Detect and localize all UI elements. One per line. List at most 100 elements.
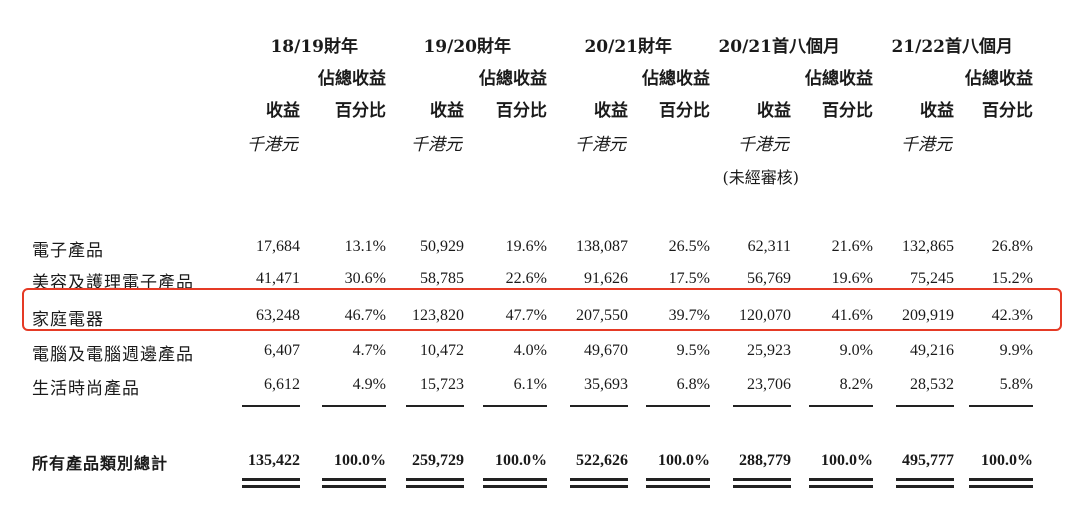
table-cell: 19.6% (831, 270, 873, 287)
unit-label: 千港元 (247, 135, 298, 155)
total-cell: 495,777 (902, 452, 954, 469)
table-cell: 28,532 (910, 376, 954, 393)
total-cell: 100.0% (658, 452, 710, 469)
table-cell: 9.5% (676, 342, 710, 359)
pct-header-line2: 百分比 (659, 101, 710, 121)
total-double-rule (570, 478, 628, 481)
table-cell: 62,311 (747, 238, 791, 255)
subtotal-rule (733, 405, 791, 407)
subtotal-rule (406, 405, 464, 407)
table-cell: 35,693 (584, 376, 628, 393)
table-cell: 49,216 (910, 342, 954, 359)
table-cell: 63,248 (256, 307, 300, 324)
table-cell: 123,820 (412, 307, 464, 324)
pct-header-line1: 佔總收益 (479, 69, 547, 89)
total-double-rule (483, 478, 547, 481)
table-cell: 56,769 (747, 270, 791, 287)
total-cell: 259,729 (412, 452, 464, 469)
unaudited-note: (未經審核) (722, 168, 800, 187)
highlight-box-home-appliances (22, 288, 1062, 331)
table-cell: 41,471 (256, 270, 300, 287)
total-double-rule (242, 478, 300, 481)
total-double-rule (733, 485, 791, 488)
total-double-rule (969, 485, 1033, 488)
unit-label: 千港元 (738, 135, 789, 155)
table-cell: 15.2% (991, 270, 1033, 287)
table-cell: 39.7% (668, 307, 710, 324)
total-cell: 100.0% (495, 452, 547, 469)
table-cell: 21.6% (831, 238, 873, 255)
total-double-rule (406, 485, 464, 488)
period-title: 18/19財年 (270, 37, 358, 57)
pct-header-line2: 百分比 (982, 101, 1033, 121)
table-cell: 58,785 (420, 270, 464, 287)
total-cell: 100.0% (981, 452, 1033, 469)
table-cell: 138,087 (576, 238, 628, 255)
table-cell: 6.8% (676, 376, 710, 393)
pct-header-line1: 佔總收益 (642, 69, 710, 89)
total-double-rule (322, 478, 386, 481)
table-cell: 8.2% (839, 376, 873, 393)
table-cell: 19.6% (505, 238, 547, 255)
subtotal-rule (969, 405, 1033, 407)
table-cell: 9.9% (999, 342, 1033, 359)
table-cell: 26.8% (991, 238, 1033, 255)
table-cell: 50,929 (420, 238, 464, 255)
subtotal-rule (483, 405, 547, 407)
total-double-rule (483, 485, 547, 488)
pct-header-line1: 佔總收益 (318, 69, 386, 89)
total-double-rule (242, 485, 300, 488)
total-double-rule (809, 485, 873, 488)
total-cell: 100.0% (334, 452, 386, 469)
table-cell: 23,706 (747, 376, 791, 393)
table-cell: 132,865 (902, 238, 954, 255)
pct-header-line1: 佔總收益 (965, 69, 1033, 89)
period-title: 21/22首八個月 (891, 37, 1013, 57)
table-cell: 120,070 (739, 307, 791, 324)
total-cell: 135,422 (248, 452, 300, 469)
revenue-header: 收益 (266, 101, 300, 121)
table-cell: 4.9% (352, 376, 386, 393)
row-label: 所有產品類別總計 (32, 454, 169, 473)
table-cell: 5.8% (999, 376, 1033, 393)
unit-label: 千港元 (411, 135, 462, 155)
revenue-header: 收益 (757, 101, 791, 121)
table-cell: 30.6% (344, 270, 386, 287)
table-cell: 26.5% (668, 238, 710, 255)
table-cell: 49,670 (584, 342, 628, 359)
pct-header-line2: 百分比 (822, 101, 873, 121)
table-cell: 17.5% (668, 270, 710, 287)
period-title: 20/21財年 (584, 37, 672, 57)
total-cell: 100.0% (821, 452, 873, 469)
revenue-header: 收益 (920, 101, 954, 121)
table-cell: 10,472 (420, 342, 464, 359)
total-double-rule (406, 478, 464, 481)
period-title: 20/21首八個月 (718, 37, 840, 57)
row-label: 電子產品 (32, 241, 104, 261)
total-double-rule (322, 485, 386, 488)
total-double-rule (646, 478, 710, 481)
table-cell: 15,723 (420, 376, 464, 393)
pct-header-line1: 佔總收益 (805, 69, 873, 89)
total-double-rule (809, 478, 873, 481)
period-title: 19/20財年 (423, 37, 511, 57)
table-cell: 9.0% (839, 342, 873, 359)
subtotal-rule (570, 405, 628, 407)
pct-header-line2: 百分比 (335, 101, 386, 121)
table-cell: 17,684 (256, 238, 300, 255)
table-cell: 47.7% (505, 307, 547, 324)
total-double-rule (646, 485, 710, 488)
row-label: 家庭電器 (32, 310, 104, 330)
table-cell: 4.7% (352, 342, 386, 359)
table-cell: 207,550 (576, 307, 628, 324)
total-double-rule (733, 478, 791, 481)
table-cell: 6.1% (513, 376, 547, 393)
table-cell: 46.7% (344, 307, 386, 324)
unit-label: 千港元 (901, 135, 952, 155)
subtotal-rule (809, 405, 873, 407)
table-cell: 75,245 (910, 270, 954, 287)
total-double-rule (969, 478, 1033, 481)
revenue-header: 收益 (430, 101, 464, 121)
table-cell: 209,919 (902, 307, 954, 324)
subtotal-rule (242, 405, 300, 407)
